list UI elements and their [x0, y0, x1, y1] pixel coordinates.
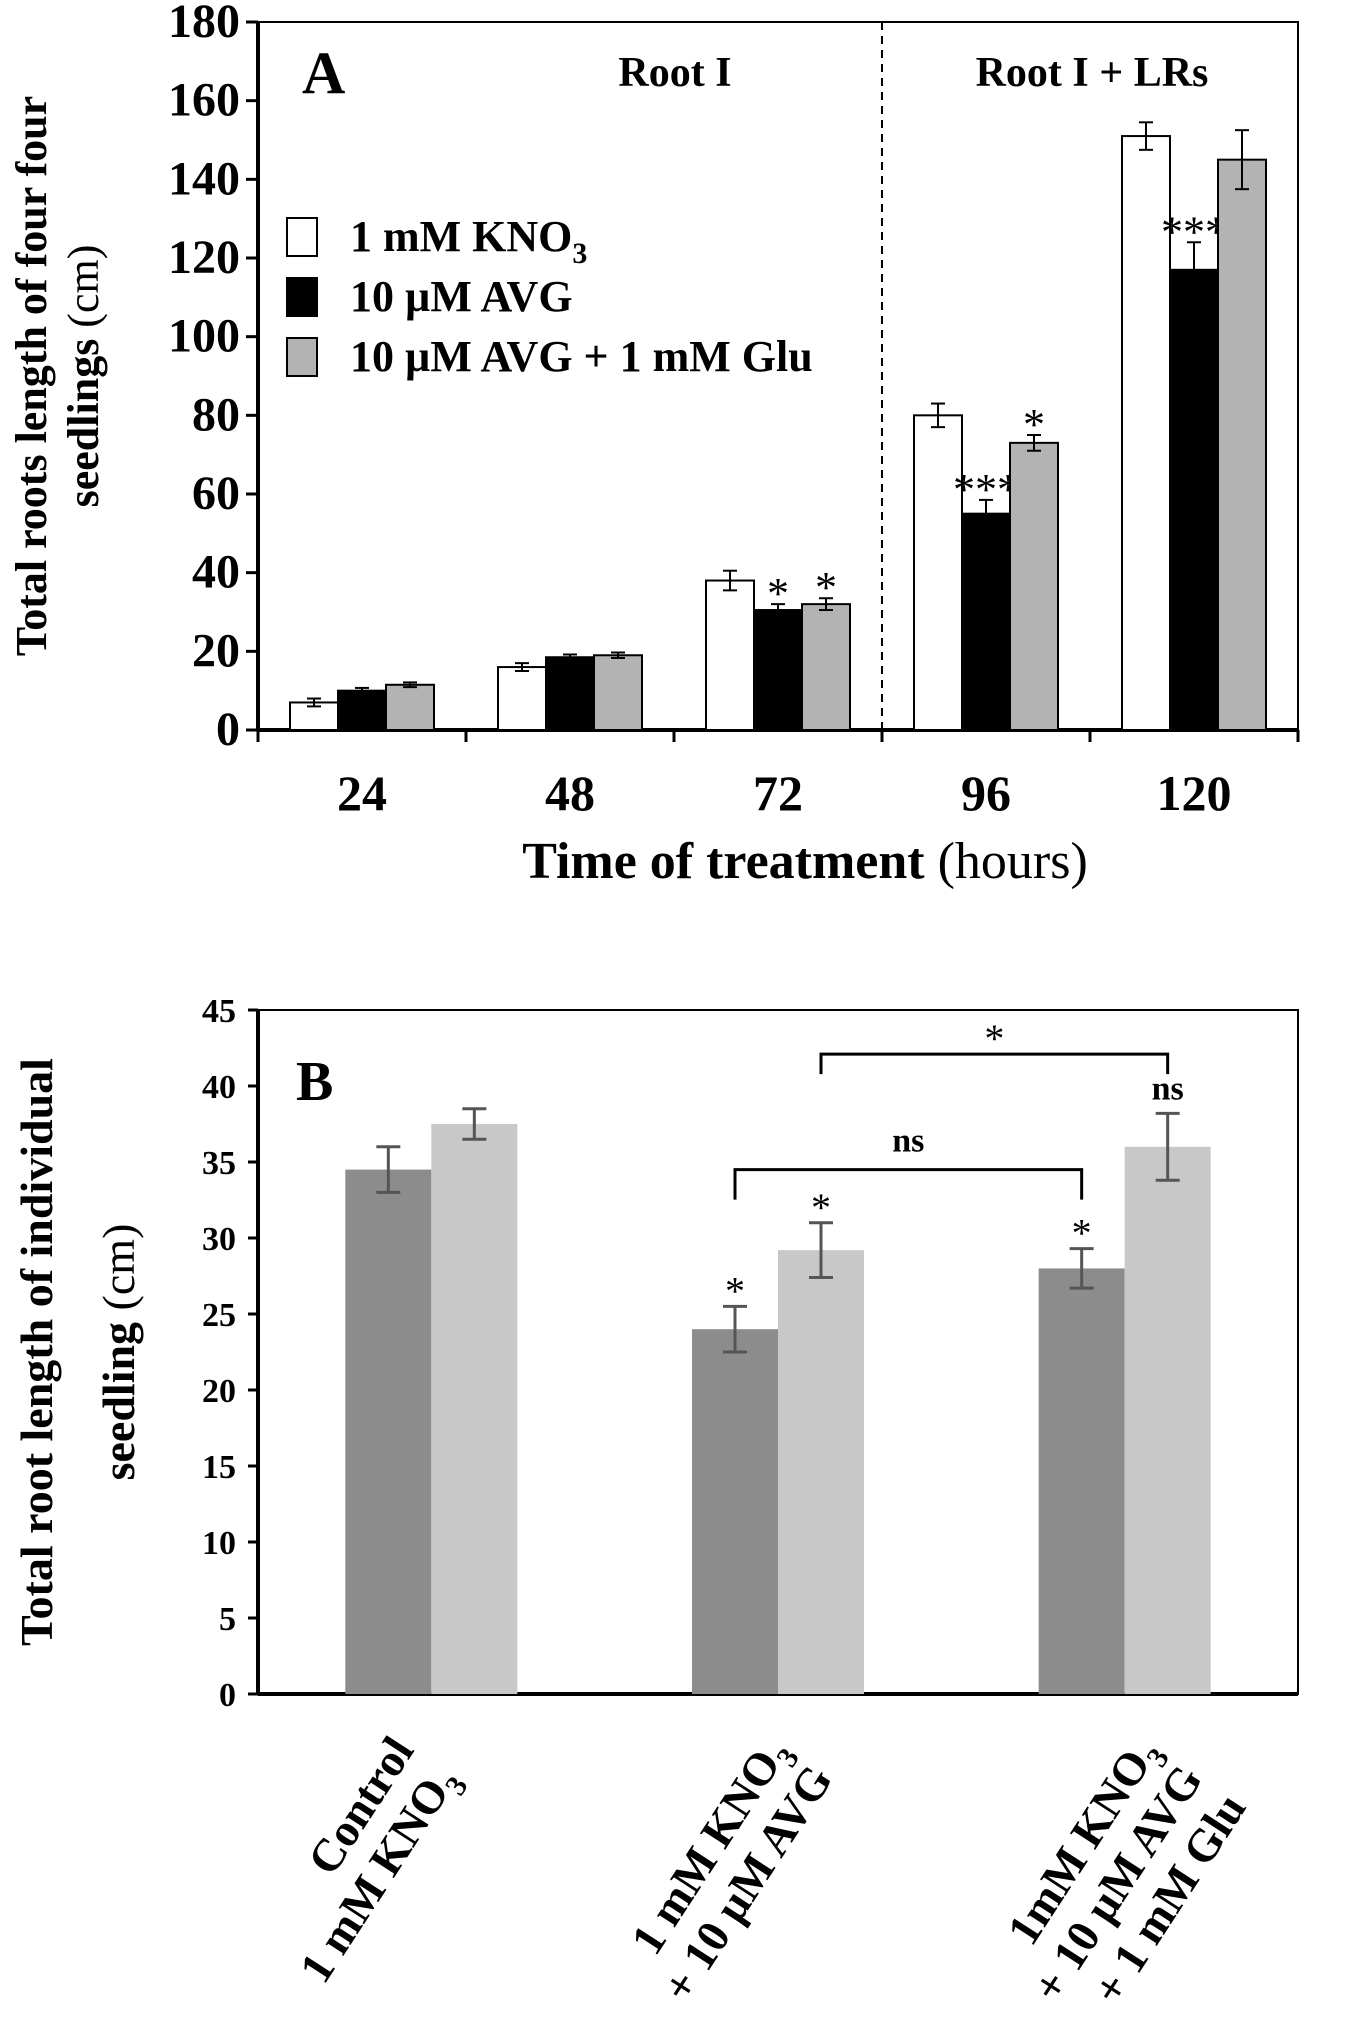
- legend-label: 1 mM KNO3: [350, 212, 587, 270]
- x-tick-label-a: 48: [545, 765, 595, 821]
- y-axis-label-b-line2-main: seedling: [93, 1322, 144, 1480]
- bar-b: [431, 1124, 518, 1694]
- y-axis-label-a: Total roots length of four four seedlings…: [7, 96, 108, 656]
- bar-b: [778, 1250, 864, 1694]
- significance-star-a: *: [815, 563, 837, 612]
- y-axis-label-b-line2: seedling (cm): [93, 1224, 144, 1481]
- bar-a: [961, 512, 1011, 732]
- significance-bracket: [819, 1052, 1170, 1075]
- y-axis-label-a-line2-unit: (cm): [59, 245, 108, 339]
- bar-b: [345, 1169, 432, 1694]
- y-tick-label-a: 120: [168, 231, 240, 284]
- y-tick-label-b: 45: [202, 993, 236, 1030]
- y-axis-label-a-line2: seedlings (cm): [59, 245, 108, 508]
- y-axis-label-a-line2-main: seedlings: [59, 339, 108, 508]
- y-tick-label-b: 40: [202, 1069, 236, 1106]
- panel-label-b: B: [296, 1051, 333, 1113]
- bar-a: [753, 609, 803, 731]
- legend-label: 10 µM AVG + 1 mM Glu: [350, 332, 813, 381]
- bar-a: [593, 654, 643, 731]
- bar-a: [1169, 268, 1219, 731]
- bar-a: [801, 603, 851, 732]
- panel-label-a: A: [302, 40, 345, 106]
- significance-star-a: *: [767, 569, 789, 618]
- y-tick-label-a: 0: [216, 703, 240, 756]
- y-axis-label-b-line2-unit: (cm): [93, 1224, 144, 1322]
- significance-star-a: ***: [953, 465, 1019, 514]
- y-tick-label-b: 0: [219, 1677, 236, 1714]
- y-tick-label-a: 160: [168, 74, 240, 127]
- y-tick-label-a: 140: [168, 152, 240, 205]
- y-tick-label-a: 20: [192, 624, 240, 677]
- legend-label-main: 10 µM AVG: [350, 272, 573, 321]
- bar-a: [337, 689, 387, 732]
- y-tick-label-b: 5: [219, 1601, 236, 1638]
- bar-a: [1009, 441, 1059, 731]
- y-tick-label-b: 20: [202, 1373, 236, 1410]
- legend-swatch: [286, 337, 318, 377]
- bracket-label: *: [984, 1016, 1004, 1061]
- legend-label-main: 1 mM KNO: [350, 212, 572, 261]
- significance-bracket: [733, 1168, 1084, 1200]
- bar-a: [705, 579, 755, 731]
- legend-label: 10 µM AVG: [350, 272, 573, 321]
- y-tick-label-b: 30: [202, 1221, 236, 1258]
- bar-b: [1038, 1268, 1125, 1694]
- panel-b: 0 5 10 15 20 25 30 35 40 45 * * * ns ns * B Total root le…: [11, 993, 1299, 2013]
- significance-star-a: ***: [1161, 207, 1227, 256]
- bar-a: [1217, 158, 1267, 731]
- significance-label-b: ns: [1152, 1070, 1184, 1107]
- significance-label-b: *: [1072, 1211, 1092, 1256]
- x-tick-label-a: 96: [961, 765, 1011, 821]
- y-tick-label-a: 100: [168, 310, 240, 363]
- y-axis-label-b-line1: Total root length of individual: [11, 1058, 62, 1646]
- y-axis-label-a-line1: Total roots length of four four: [7, 96, 56, 656]
- x-axis-label-a: Time of treatment (hours): [522, 833, 1088, 890]
- significance-label-b: *: [725, 1268, 745, 1313]
- x-category-label-b: 1mM KNO3+ 10 µM AVG+ 1 mM Glu: [997, 1740, 1256, 2013]
- bar-a: [497, 666, 547, 731]
- y-tick-label-b: 35: [202, 1145, 236, 1182]
- legend-swatch: [286, 277, 318, 317]
- bar-a: [545, 656, 595, 732]
- y-tick-label-a: 40: [192, 546, 240, 599]
- y-tick-label-b: 15: [202, 1449, 236, 1486]
- x-category-label-b: 1 mM KNO3+ 10 µM AVG: [621, 1740, 842, 2010]
- significance-label-b: *: [811, 1185, 831, 1230]
- y-tick-label-b: 10: [202, 1525, 236, 1562]
- region-label-root-i: Root I: [618, 50, 731, 96]
- bar-a: [913, 414, 963, 731]
- y-tick-label-a: 80: [192, 388, 240, 441]
- y-tick-label-a: 60: [192, 467, 240, 520]
- region-label-root-i-lrs: Root I + LRs: [976, 50, 1209, 96]
- x-tick-label-a: 24: [337, 765, 387, 821]
- bar-b: [692, 1329, 778, 1694]
- significance-star-a: *: [1023, 400, 1045, 449]
- x-tick-label-a: 120: [1157, 765, 1232, 821]
- x-axis-label-a-unit: (hours): [925, 833, 1088, 890]
- legend-swatch: [286, 217, 318, 257]
- bracket-label: ns: [892, 1123, 924, 1160]
- x-axis-label-a-main: Time of treatment: [522, 833, 925, 890]
- bar-a: [1121, 135, 1171, 732]
- y-axis-label-b: Total root length of individual seedling …: [11, 1058, 144, 1646]
- legend-label-subscript: 3: [572, 237, 587, 270]
- bar-a: [385, 683, 435, 731]
- legend-label-main: 10 µM AVG + 1 mM Glu: [350, 332, 813, 381]
- x-tick-label-a: 72: [753, 765, 803, 821]
- y-tick-label-b: 25: [202, 1297, 236, 1334]
- bar-b: [1124, 1146, 1211, 1694]
- y-tick-label-a: 180: [168, 0, 240, 48]
